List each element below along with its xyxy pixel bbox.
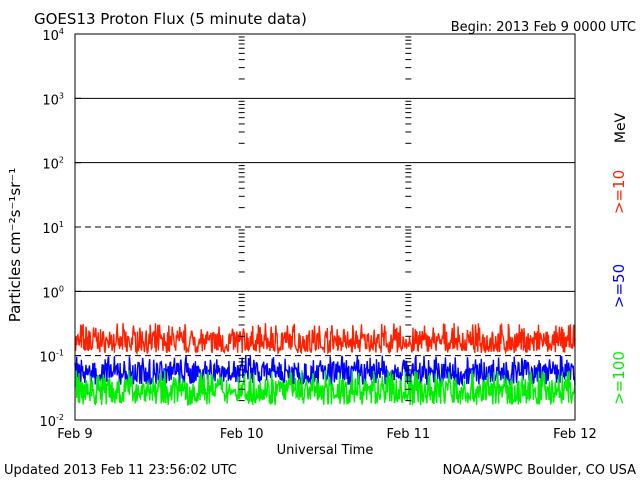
updated-timestamp: Updated 2013 Feb 11 23:56:02 UTC (4, 463, 237, 478)
x-tick-label: Feb 9 (57, 427, 92, 442)
legend-unit: MeV (613, 112, 629, 143)
begin-label: Begin: 2013 Feb 9 0000 UTC (451, 20, 636, 35)
y-tick-label: 101 (42, 220, 64, 237)
x-tick-label: Feb 12 (553, 427, 597, 442)
x-tick-labels: Feb 9 Feb 10 Feb 11 Feb 12 (57, 427, 597, 442)
y-axis-label: Particles cm⁻²s⁻¹sr⁻¹ (6, 168, 24, 322)
y-tick-label: 102 (42, 156, 64, 173)
legend-series-100mev: >=100 (610, 351, 628, 405)
legend-series-10mev: >=10 (610, 170, 628, 214)
series-line-0 (74, 323, 576, 356)
x-tick-label: Feb 11 (386, 427, 430, 442)
y-tick-label: 100 (42, 284, 64, 301)
legend-series-50mev: >=50 (610, 264, 628, 308)
y-tick-label: 103 (42, 91, 64, 108)
day-ticks (238, 36, 412, 402)
y-tick-label: 104 (42, 27, 64, 44)
x-tick-label: Feb 10 (220, 427, 264, 442)
x-axis-label: Universal Time (277, 443, 374, 458)
chart-title: GOES13 Proton Flux (5 minute data) (34, 10, 307, 28)
y-tick-label: 10-1 (39, 349, 64, 366)
legend: MeV >=10 >=50 >=100 (610, 112, 629, 404)
gridlines (75, 97, 575, 357)
series-layer (74, 323, 576, 406)
source-credit: NOAA/SWPC Boulder, CO USA (443, 463, 636, 478)
series-line-2 (74, 369, 576, 406)
